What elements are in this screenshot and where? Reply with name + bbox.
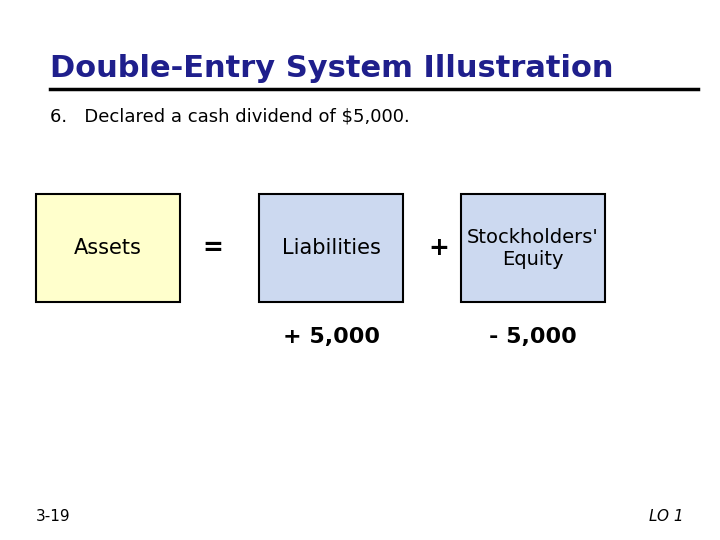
FancyBboxPatch shape [461, 194, 605, 302]
Text: Stockholders'
Equity: Stockholders' Equity [467, 228, 598, 269]
Text: - 5,000: - 5,000 [489, 327, 577, 348]
Text: =: = [202, 237, 222, 260]
Text: + 5,000: + 5,000 [283, 327, 379, 348]
FancyBboxPatch shape [36, 194, 180, 302]
Text: 6.   Declared a cash dividend of $5,000.: 6. Declared a cash dividend of $5,000. [50, 108, 410, 126]
Text: +: + [429, 237, 449, 260]
Text: Double-Entry System Illustration: Double-Entry System Illustration [50, 54, 614, 83]
Text: LO 1: LO 1 [649, 509, 684, 524]
Text: Liabilities: Liabilities [282, 238, 381, 259]
Text: Assets: Assets [74, 238, 142, 259]
FancyBboxPatch shape [259, 194, 403, 302]
Text: 3-19: 3-19 [36, 509, 71, 524]
